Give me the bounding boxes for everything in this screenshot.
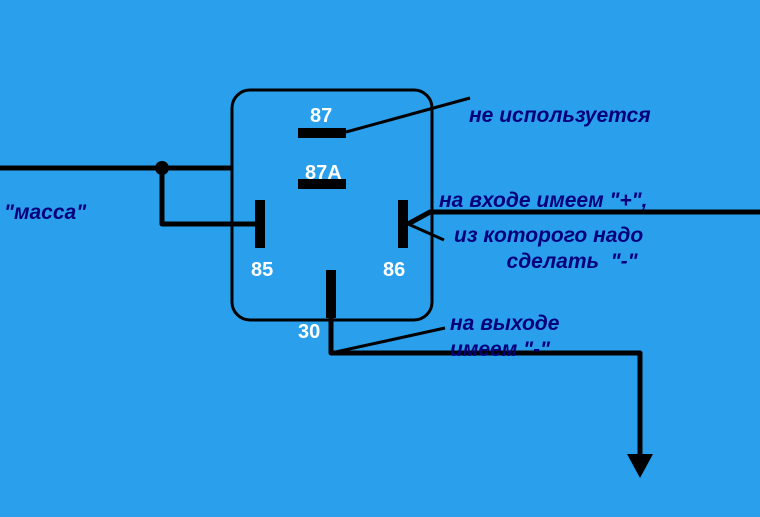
pin-label-87a: 87A xyxy=(305,161,342,186)
label-which: из которого надо сделать "-" xyxy=(454,223,643,276)
pin-label-86: 86 xyxy=(383,258,405,283)
label-input: на входе имеем "+", xyxy=(439,188,647,214)
wiring-svg xyxy=(0,0,760,517)
pin-label-85: 85 xyxy=(251,258,273,283)
label-output: на выходе имеем "-" xyxy=(450,311,559,364)
label-massa: "масса" xyxy=(4,200,86,226)
pin-label-30: 30 xyxy=(298,320,320,345)
diagram-canvas: "масса" не используется на входе имеем "… xyxy=(0,0,760,517)
label-not-used: не используется xyxy=(469,103,651,129)
pin-label-87: 87 xyxy=(310,104,332,129)
